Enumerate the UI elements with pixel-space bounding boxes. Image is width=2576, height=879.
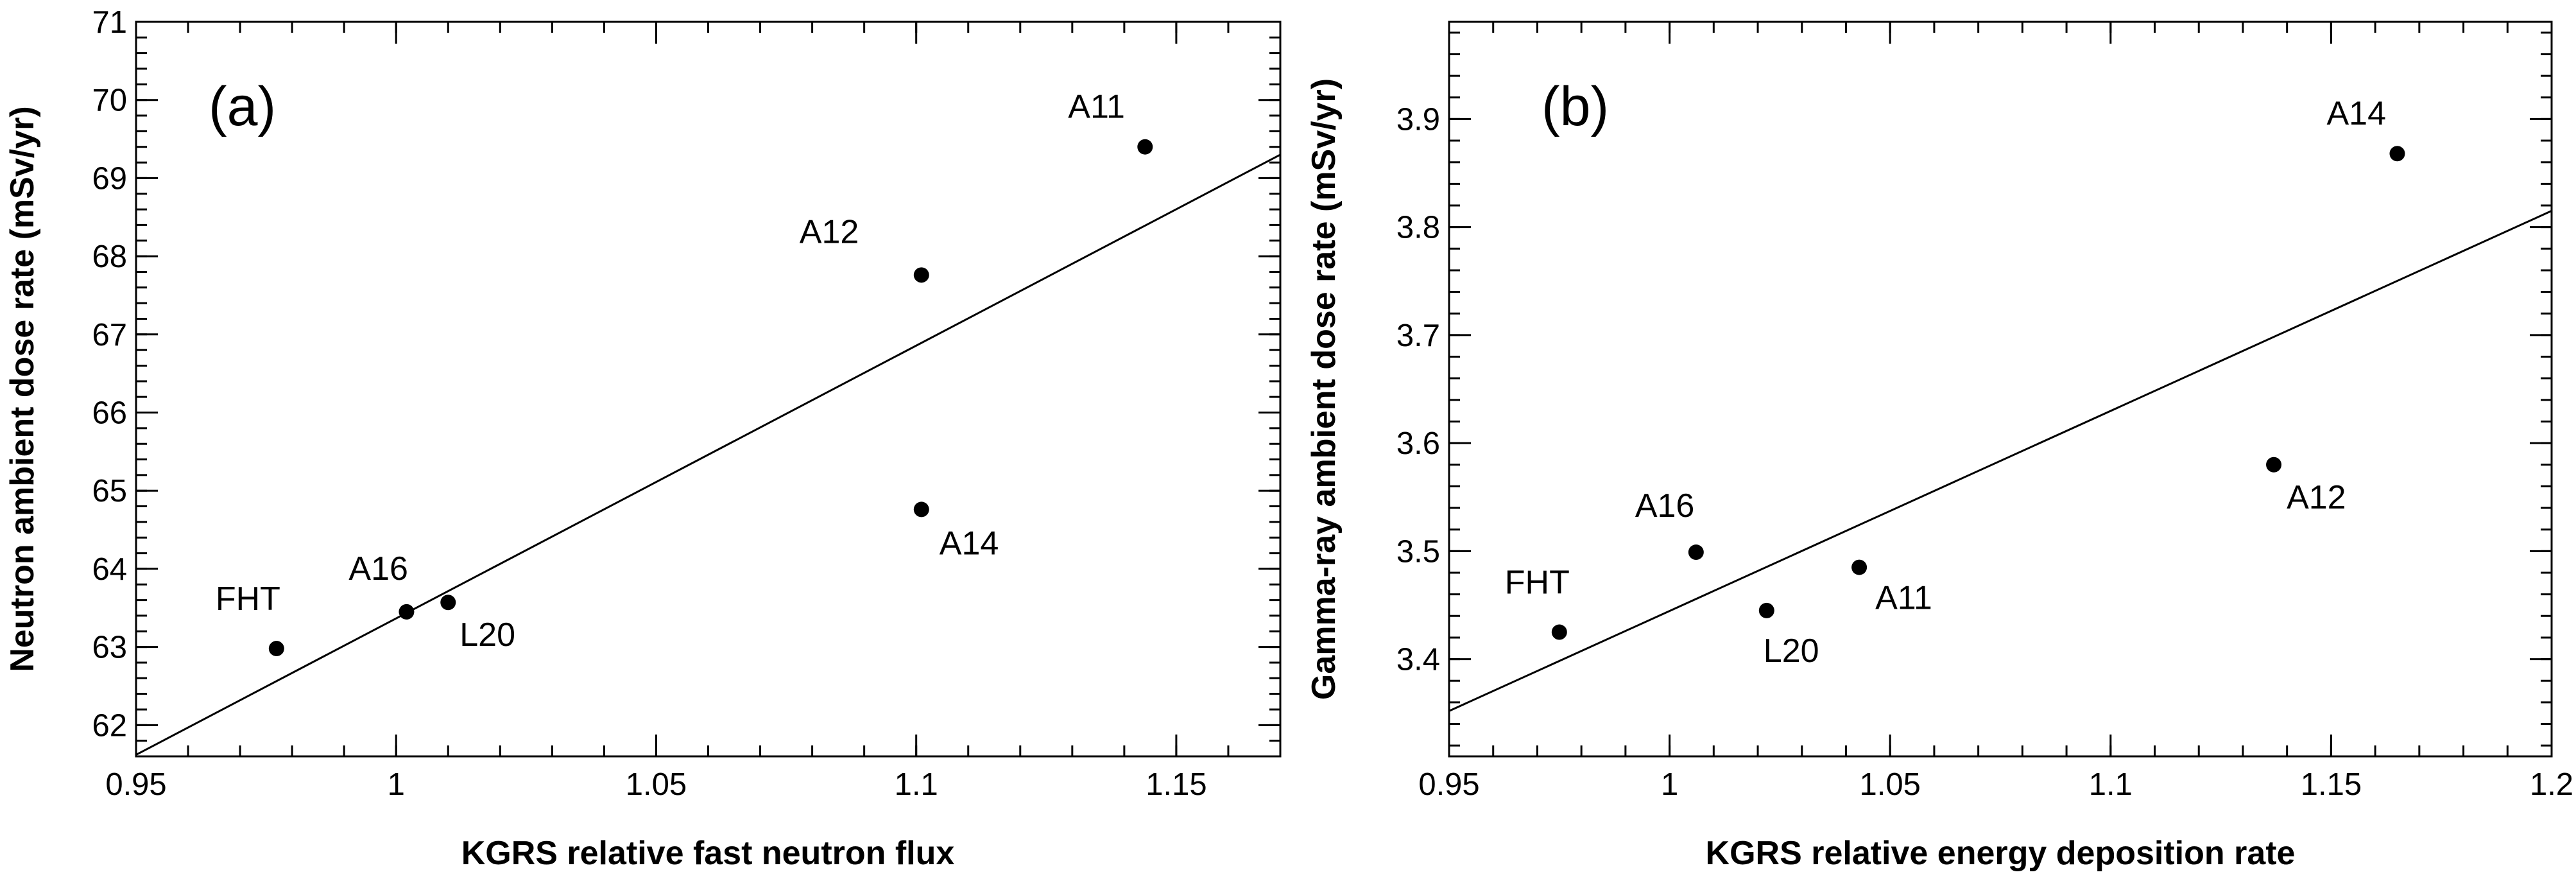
data-point-a12 <box>2266 457 2282 473</box>
y-tick-label: 62 <box>92 708 127 743</box>
ticks-a: 0.95 1 1.05 1.1 1.15 62 63 64 65 66 67 68 69 70 71 <box>92 5 1282 802</box>
fit-line <box>1448 210 2552 712</box>
x-tick-label: 1.15 <box>1146 767 1206 802</box>
y-tick-label: 3.8 <box>1396 211 1440 245</box>
y-tick-label: 69 <box>92 161 127 196</box>
x-tick-label: 1 <box>1661 767 1678 802</box>
panel-label-b: (b) <box>1541 76 1609 137</box>
fit-line <box>135 153 1281 756</box>
point-label-a12: A12 <box>800 213 859 250</box>
y-tick-label: 3.6 <box>1396 426 1440 461</box>
x-axis-title-b: KGRS relative energy deposition rate <box>1706 835 2296 872</box>
x-tick-label: 1.2 <box>2530 767 2573 802</box>
panel-label-a: (a) <box>209 76 276 137</box>
y-tick-label: 3.9 <box>1396 102 1440 137</box>
data-point-l20 <box>440 595 456 611</box>
y-tick-label: 71 <box>92 5 127 40</box>
point-label-a16: A16 <box>1635 487 1695 525</box>
data-point-l20 <box>1758 602 1774 618</box>
data-point-a11 <box>1851 559 1868 575</box>
data-point-a14 <box>913 501 929 518</box>
marks-b: FHT A16 L20 A11 A12 A14 <box>1448 95 2552 712</box>
plot-frame-b <box>1448 21 2553 758</box>
y-tick-label: 3.5 <box>1396 534 1440 569</box>
y-tick-label: 3.7 <box>1396 318 1440 353</box>
x-tick-label: 1.05 <box>1860 767 1921 802</box>
point-label-l20: L20 <box>459 616 515 654</box>
point-label-a16: A16 <box>348 550 408 587</box>
data-point-a11 <box>1137 139 1153 155</box>
point-label-fht: FHT <box>1505 564 1570 602</box>
point-label-a11: A11 <box>1068 89 1125 126</box>
y-tick-label: 65 <box>92 474 127 509</box>
y-tick-label: 63 <box>92 631 127 665</box>
x-tick-label: 1 <box>388 767 405 802</box>
y-tick-label: 64 <box>92 552 127 587</box>
point-label-l20: L20 <box>1764 632 1819 670</box>
data-point-a12 <box>913 267 929 283</box>
data-point-fht <box>268 641 284 657</box>
point-label-a14: A14 <box>940 525 999 562</box>
y-axis-title-b: Gamma-ray ambient dose rate (mSv/yr) <box>1305 78 1343 700</box>
plot-frame-a <box>135 21 1282 758</box>
y-tick-label: 70 <box>92 83 127 118</box>
y-tick-label: 67 <box>92 318 127 352</box>
x-tick-label: 1.15 <box>2301 767 2362 802</box>
data-point-a16 <box>399 604 415 620</box>
x-tick-label: 0.95 <box>105 767 166 802</box>
data-point-a14 <box>2389 146 2405 162</box>
x-tick-label: 1.1 <box>895 767 938 802</box>
x-tick-label: 0.95 <box>1418 767 1479 802</box>
point-label-a11: A11 <box>1875 580 1932 617</box>
point-label-a12: A12 <box>2287 479 2346 516</box>
x-tick-label: 1.05 <box>626 767 687 802</box>
marks-a: FHT A16 L20 A14 A12 A11 <box>135 89 1281 756</box>
panel-a: (a) KGRS relative fast neutron flux Neut… <box>4 5 1282 872</box>
point-label-fht: FHT <box>216 580 280 618</box>
x-axis-title-a: KGRS relative fast neutron flux <box>461 835 955 872</box>
ticks-b: 0.95 1 1.05 1.1 1.15 1.2 3.4 3.5 3.6 3.7 3.8 3.9 <box>1396 22 2573 802</box>
data-point-fht <box>1551 624 1567 640</box>
y-tick-label: 66 <box>92 396 127 431</box>
point-label-a14: A14 <box>2326 95 2386 132</box>
y-axis-title-a: Neutron ambient dose rate (mSv/yr) <box>4 106 41 672</box>
y-tick-label: 68 <box>92 239 127 274</box>
x-tick-label: 1.1 <box>2089 767 2133 802</box>
data-point-a16 <box>1688 544 1704 561</box>
y-tick-label: 3.4 <box>1396 643 1440 677</box>
panel-b: (b) KGRS relative energy deposition rate… <box>1305 21 2573 872</box>
